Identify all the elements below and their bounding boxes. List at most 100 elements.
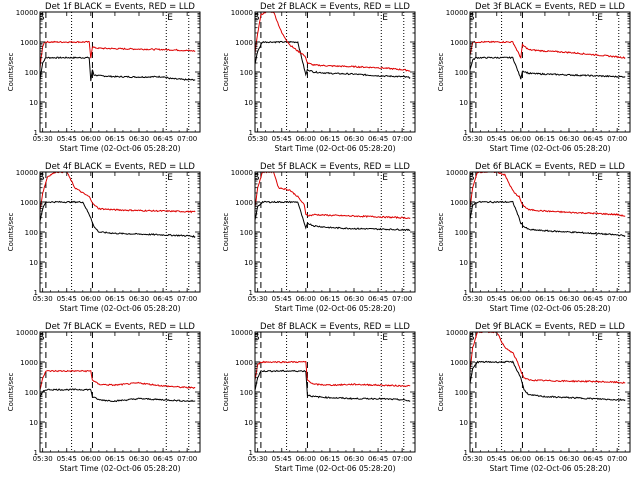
plot-frame xyxy=(39,331,201,453)
x-tick-label: 07:00 xyxy=(607,295,627,303)
x-axis-label: Start Time (02-Oct-06 05:28:20) xyxy=(274,304,395,313)
series-line-events xyxy=(255,40,411,79)
x-tick-label: 07:00 xyxy=(607,135,627,143)
x-tick-label: 06:00 xyxy=(296,455,316,463)
y-tick-label: 10 xyxy=(459,99,468,107)
y-tick-label: 1000 xyxy=(450,199,468,207)
x-tick-label: 06:45 xyxy=(583,455,603,463)
x-tick-label: 06:15 xyxy=(105,295,125,303)
x-tick-label: 06:00 xyxy=(81,455,101,463)
plot-frame xyxy=(254,331,416,453)
chart-panel-2: Det 2f BLACK = Events, RED = LLD 1 10 100 10… xyxy=(222,2,416,153)
y-tick-label: 10000 xyxy=(16,329,38,337)
x-tick-label: 06:45 xyxy=(368,455,388,463)
y-tick-label: 10 xyxy=(244,259,253,267)
x-tick-label: 05:45 xyxy=(57,295,77,303)
plot-frame xyxy=(469,331,631,453)
chart-panel-9: Det 9f BLACK = Events, RED = LLD 1 10 100 10… xyxy=(437,322,631,473)
y-tick-label: 10 xyxy=(459,419,468,427)
series-line-events xyxy=(470,200,626,237)
x-tick-label: 06:45 xyxy=(583,295,603,303)
y-tick-label: 100 xyxy=(25,389,38,397)
y-axis-label: Counts/sec xyxy=(222,213,230,252)
x-tick-label: 06:45 xyxy=(153,455,173,463)
end-marker-label: E xyxy=(382,13,388,23)
y-tick-label: 1000 xyxy=(235,39,253,47)
x-tick-label: 06:30 xyxy=(344,295,364,303)
y-tick-label: 1000 xyxy=(20,359,38,367)
y-axis-label: Counts/sec xyxy=(7,373,15,412)
end-marker-label: E xyxy=(167,333,173,343)
x-tick-label: 05:45 xyxy=(272,455,292,463)
x-tick-label: 07:00 xyxy=(177,135,197,143)
x-axis-label: Start Time (02-Oct-06 05:28:20) xyxy=(489,464,610,473)
plot-frame xyxy=(254,11,416,133)
y-axis-label: Counts/sec xyxy=(7,213,15,252)
start-marker-label: S xyxy=(39,173,45,183)
y-tick-label: 10000 xyxy=(446,9,468,17)
x-tick-label: 07:00 xyxy=(607,455,627,463)
y-tick-label: 1 xyxy=(249,129,253,137)
start-marker-label: S xyxy=(254,173,260,183)
y-tick-label: 100 xyxy=(455,389,468,397)
y-tick-label: 10000 xyxy=(446,329,468,337)
end-marker-label: E xyxy=(597,13,603,23)
y-tick-label: 100 xyxy=(240,229,253,237)
x-tick-label: 07:00 xyxy=(392,455,412,463)
series-line-lld xyxy=(255,172,411,220)
start-marker-label: S xyxy=(469,333,475,343)
x-tick-label: 06:30 xyxy=(344,455,364,463)
x-tick-label: 07:00 xyxy=(392,135,412,143)
y-axis-label: Counts/sec xyxy=(222,53,230,92)
y-tick-label: 1 xyxy=(464,449,468,457)
x-tick-label: 06:00 xyxy=(511,455,531,463)
y-axis-label: Counts/sec xyxy=(437,373,445,412)
y-tick-label: 1000 xyxy=(20,39,38,47)
x-axis-label: Start Time (02-Oct-06 05:28:20) xyxy=(274,144,395,153)
end-marker-label: E xyxy=(167,173,173,183)
x-tick-label: 06:45 xyxy=(153,135,173,143)
start-marker-label: S xyxy=(469,13,475,23)
y-tick-label: 1000 xyxy=(450,359,468,367)
plot-frame xyxy=(39,11,201,133)
y-axis-label: Counts/sec xyxy=(7,53,15,92)
start-marker-label: S xyxy=(469,173,475,183)
series-line-events xyxy=(255,369,411,402)
x-tick-label: 06:15 xyxy=(105,455,125,463)
series-line-lld xyxy=(255,12,411,72)
start-marker-label: S xyxy=(39,13,45,23)
chart-panel-5: Det 5f BLACK = Events, RED = LLD 1 10 100 10… xyxy=(222,162,416,313)
chart-title: Det 4f BLACK = Events, RED = LLD xyxy=(45,162,195,172)
series-line-events xyxy=(40,56,196,85)
x-tick-label: 05:45 xyxy=(487,455,507,463)
y-tick-label: 10 xyxy=(29,99,38,107)
x-tick-label: 06:00 xyxy=(296,295,316,303)
x-tick-label: 05:45 xyxy=(272,135,292,143)
y-tick-label: 1000 xyxy=(235,199,253,207)
y-tick-label: 10000 xyxy=(231,9,253,17)
end-marker-label: E xyxy=(167,13,173,23)
x-tick-label: 05:45 xyxy=(57,135,77,143)
chart-panel-4: Det 4f BLACK = Events, RED = LLD 1 10 100 10… xyxy=(7,162,201,313)
x-tick-label: 05:45 xyxy=(487,295,507,303)
y-tick-label: 100 xyxy=(455,69,468,77)
x-tick-label: 05:45 xyxy=(487,135,507,143)
end-marker-label: E xyxy=(597,333,603,343)
series-line-lld xyxy=(470,40,626,60)
y-tick-label: 1000 xyxy=(450,39,468,47)
series-line-events xyxy=(470,56,626,80)
y-tick-label: 10 xyxy=(29,259,38,267)
series-line-events xyxy=(40,200,196,238)
x-axis-label: Start Time (02-Oct-06 05:28:20) xyxy=(59,304,180,313)
x-axis-label: Start Time (02-Oct-06 05:28:20) xyxy=(59,464,180,473)
plot-frame xyxy=(254,171,416,293)
end-marker-label: E xyxy=(382,333,388,343)
series-line-lld xyxy=(40,40,196,76)
x-tick-label: 06:15 xyxy=(535,455,555,463)
x-tick-label: 06:00 xyxy=(511,135,531,143)
chart-title: Det 3f BLACK = Events, RED = LLD xyxy=(475,2,625,12)
x-tick-label: 06:15 xyxy=(320,455,340,463)
y-tick-label: 1 xyxy=(34,289,38,297)
x-tick-label: 06:45 xyxy=(153,295,173,303)
